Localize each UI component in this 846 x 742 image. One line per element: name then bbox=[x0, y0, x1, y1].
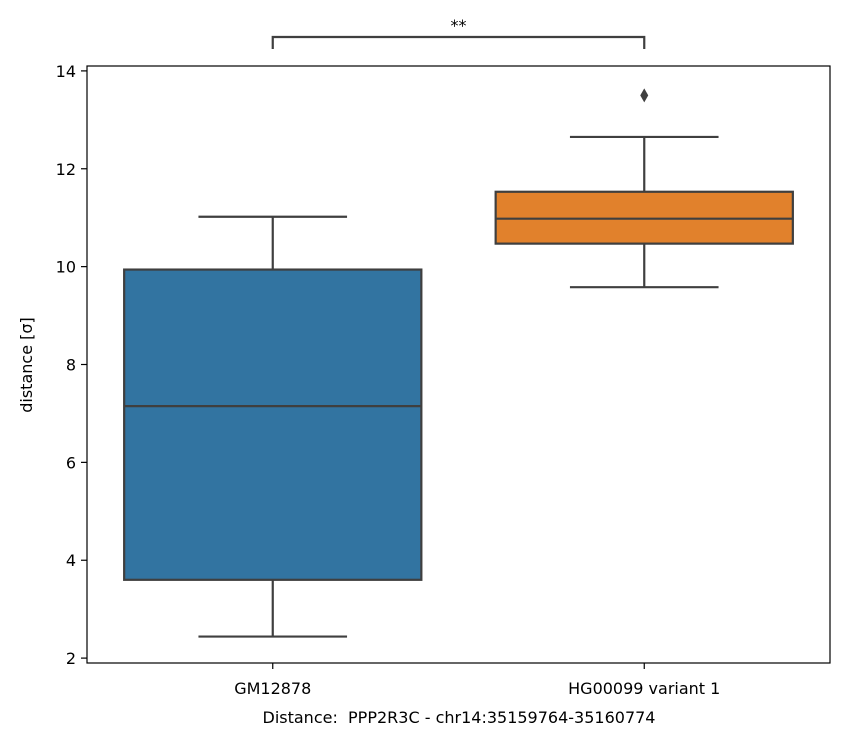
x-tick-label: HG00099 variant 1 bbox=[568, 679, 720, 698]
significance-label: ** bbox=[451, 16, 467, 35]
x-axis-label: Distance: PPP2R3C - chr14:35159764-35160… bbox=[263, 708, 656, 727]
y-tick-label: 14 bbox=[56, 62, 76, 81]
box-group bbox=[494, 88, 794, 289]
y-tick-label: 8 bbox=[66, 356, 76, 375]
significance-bracket bbox=[271, 35, 646, 49]
plot-area: 2 4 6 8 10 12 14 GM12878 HG00099 variant 1 ** bbox=[56, 16, 831, 698]
outlier-point bbox=[640, 88, 649, 103]
y-tick-label: 4 bbox=[66, 551, 76, 570]
y-tick-label: 2 bbox=[66, 649, 76, 668]
y-tick-label: 12 bbox=[56, 160, 76, 179]
y-tick-label: 6 bbox=[66, 453, 76, 472]
y-axis-label: distance [σ] bbox=[17, 317, 36, 413]
y-tick-label: 10 bbox=[56, 258, 76, 277]
box-iqr bbox=[123, 268, 423, 581]
x-tick-label: GM12878 bbox=[234, 679, 311, 698]
box-group bbox=[123, 215, 423, 638]
